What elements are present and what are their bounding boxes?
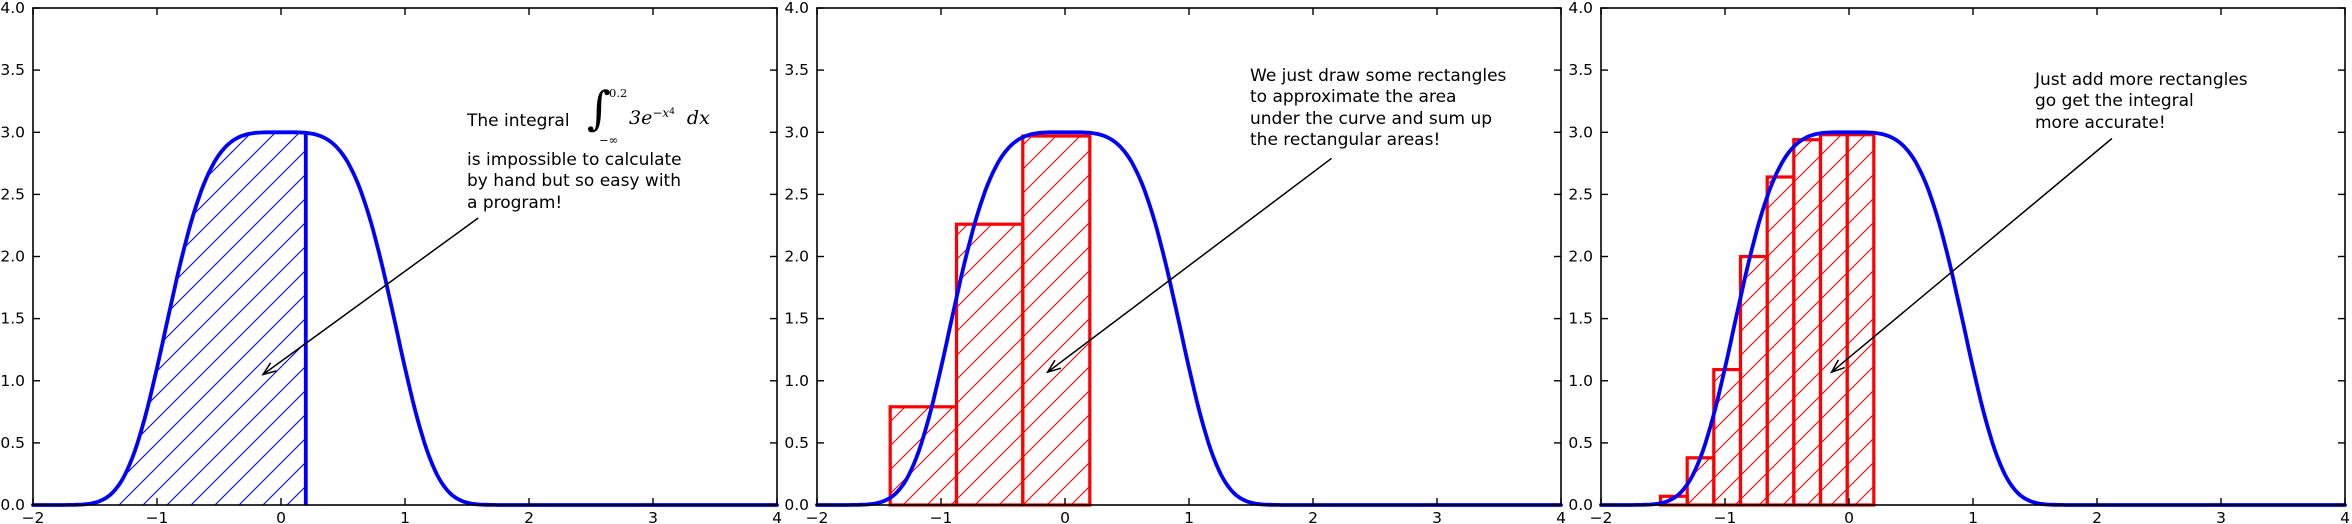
y-tick-label: 1.0 [0, 372, 25, 390]
annotation-line: We just draw some rectangles [1250, 66, 1507, 86]
y-tick-label: 1.5 [784, 310, 809, 328]
integral-prefix-text: The integral [467, 111, 570, 131]
y-tick-label: 0.5 [1568, 434, 1593, 452]
y-tick-label: 1.5 [1568, 310, 1593, 328]
y-tick-label: 3.5 [0, 61, 25, 79]
annotation-arrow-line [1831, 137, 2113, 373]
x-tick-label: 3 [1432, 509, 1442, 524]
y-tick-label: 2.0 [1568, 248, 1593, 266]
annotation-coarse-riemann: We just draw some rectangles to approxima… [1250, 66, 1506, 151]
x-tick-label: 0 [1844, 509, 1854, 524]
annotation-line: more accurate! [2035, 112, 2166, 133]
riemann-bar [1792, 138, 1823, 507]
annotation-line: a program! [467, 192, 563, 213]
x-tick-label: −1 [146, 509, 169, 524]
y-tick-label: 0.0 [784, 496, 809, 514]
y-tick-label: 0.5 [784, 434, 809, 452]
annotation-exact-integral: The integral ∫ 0.2 −∞ 3e−x4 dx is impossi… [467, 81, 727, 214]
y-tick-label: 4.0 [1568, 0, 1593, 17]
integral-upper-limit: 0.2 [609, 86, 628, 100]
riemann-bar [954, 222, 1025, 507]
x-tick-label: 3 [2216, 509, 2226, 524]
integral-expression: The integral ∫ 0.2 −∞ 3e−x4 dx [467, 81, 727, 150]
y-tick-label: 3.0 [1568, 123, 1593, 141]
annotation-line: go get the integral [2035, 91, 2194, 112]
annotation-text: Just add more rectangles go get the integ… [2035, 70, 2248, 134]
y-tick-label: 3.5 [1568, 61, 1593, 79]
x-tick-label: 1 [400, 509, 410, 524]
y-tick-label: 2.5 [0, 185, 25, 203]
x-tick-label: 1 [1184, 509, 1194, 524]
riemann-bar [1738, 254, 1769, 507]
annotation-line: under the curve and sum up [1250, 108, 1493, 129]
riemann-bar [1818, 133, 1849, 507]
annotation-fine-riemann: Just add more rectangles go get the integ… [2035, 70, 2248, 134]
x-tick-label: 0 [1060, 509, 1070, 524]
x-tick-label: 2 [524, 509, 534, 524]
riemann-bar [1845, 133, 1876, 507]
annotation-line: to approximate the area [1250, 87, 1457, 108]
y-tick-label: 2.5 [784, 185, 809, 203]
panel-fine-riemann: −2 −1 0 1 2 3 4 0.0 0.5 1.0 1.5 2.0 2.5 3.0 3.5 4.0 Jus… [1568, 0, 2352, 524]
integral-sign: ∫ [587, 81, 611, 135]
y-tick-label: 1.5 [0, 310, 25, 328]
x-tick-label: −1 [1714, 509, 1737, 524]
annotation-arrow-line [262, 217, 479, 376]
y-tick-label: 2.0 [784, 248, 809, 266]
annotation-line: Just add more rectangles [2035, 70, 2248, 90]
annotation-text: We just draw some rectangles to approxima… [1250, 66, 1506, 151]
x-tick-label: 1 [1968, 509, 1978, 524]
plot-exact-integral: −2 −1 0 1 2 3 4 0.0 0.5 1.0 1.5 2.0 2.5 3.0 3.5 4.0 [0, 0, 782, 524]
x-tick-label: −2 [22, 509, 45, 524]
x-tick-label: 2 [1308, 509, 1318, 524]
y-tick-label: 4.0 [0, 0, 25, 17]
annotation-line: by hand but so easy with [467, 171, 681, 192]
annotation-arrowhead [261, 362, 277, 376]
y-tick-label: 3.0 [0, 123, 25, 141]
y-tick-label: 4.0 [784, 0, 809, 17]
x-tick-label: 2 [2092, 509, 2102, 524]
x-tick-label: −2 [1590, 509, 1613, 524]
y-tick-label: 0.0 [0, 496, 25, 514]
riemann-bar [1765, 175, 1796, 507]
riemann-bar [1712, 368, 1743, 507]
x-tick-label: 4 [1556, 509, 1566, 524]
annotation-line: the rectangular areas! [1250, 129, 1441, 150]
y-tick-label: 3.0 [784, 123, 809, 141]
annotation-arrowhead [1829, 359, 1846, 374]
y-tick-label: 1.0 [784, 372, 809, 390]
x-tick-label: 3 [648, 509, 658, 524]
y-tick-label: 2.0 [0, 248, 25, 266]
x-tick-label: 4 [2340, 509, 2350, 524]
x-tick-label: −2 [806, 509, 829, 524]
y-tick-label: 0.5 [0, 434, 25, 452]
annotation-line: is impossible to calculate [467, 150, 682, 170]
x-tick-label: 0 [276, 509, 286, 524]
x-tick-label: 4 [772, 509, 782, 524]
x-tick-label: −1 [930, 509, 953, 524]
plot-fine-riemann: −2 −1 0 1 2 3 4 0.0 0.5 1.0 1.5 2.0 2.5 3.0 3.5 4.0 [1568, 0, 2350, 524]
y-tick-label: 1.0 [1568, 372, 1593, 390]
y-tick-label: 2.5 [1568, 185, 1593, 203]
y-tick-label: 0.0 [1568, 496, 1593, 514]
panel-exact-integral: −2 −1 0 1 2 3 4 0.0 0.5 1.0 1.5 2.0 2.5 3.0 3.5 4.0 The… [0, 0, 784, 524]
annotation-text: is impossible to calculate by hand but so… [467, 150, 727, 214]
integrand: 3e−x4 dx [629, 106, 710, 129]
riemann-bar [1021, 134, 1092, 507]
plot-coarse-riemann: −2 −1 0 1 2 3 4 0.0 0.5 1.0 1.5 2.0 2.5 3.0 3.5 4.0 [784, 0, 1566, 524]
annotation-arrow-line [1047, 157, 1333, 373]
y-tick-label: 3.5 [784, 61, 809, 79]
panel-coarse-riemann: −2 −1 0 1 2 3 4 0.0 0.5 1.0 1.5 2.0 2.5 3.0 3.5 4.0 We … [784, 0, 1568, 524]
integral-lower-limit: −∞ [599, 133, 619, 147]
annotation-arrowhead [1045, 359, 1062, 374]
